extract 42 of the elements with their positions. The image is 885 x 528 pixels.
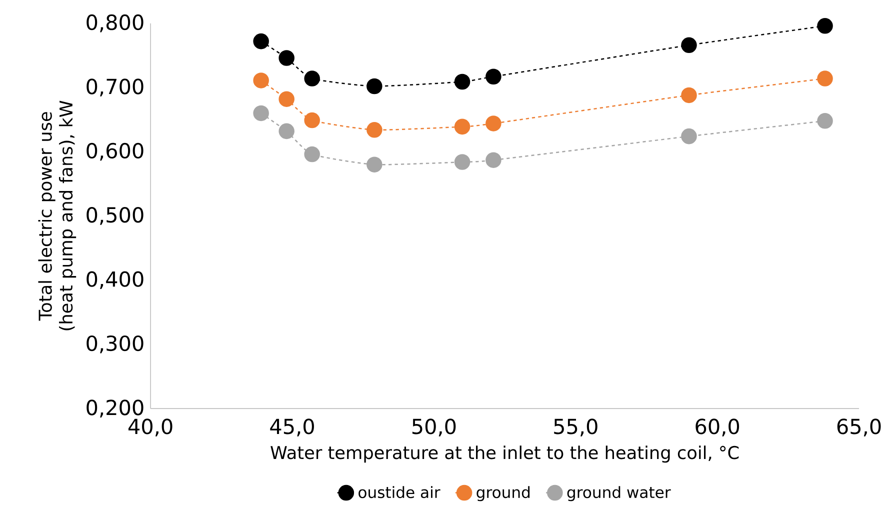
x-tick-label: 50,0	[412, 418, 456, 436]
point	[454, 118, 470, 135]
point	[817, 18, 833, 34]
point	[366, 156, 382, 172]
y-tick-label: 0,600	[86, 142, 144, 161]
point	[817, 70, 833, 86]
x-tick-label: 55,0	[554, 418, 598, 436]
y-axis-title: Total electric power use (heat pump and fans), kW	[38, 100, 76, 330]
y-tick-label: 0,500	[86, 206, 144, 225]
point	[454, 154, 470, 170]
x-tick-label: 45,0	[270, 418, 314, 436]
point	[486, 116, 502, 132]
legend-label: oustide air	[358, 486, 440, 498]
point	[278, 50, 294, 66]
point	[486, 152, 502, 168]
y-tick-label: 0,700	[86, 78, 144, 96]
point	[304, 70, 320, 86]
point	[278, 123, 294, 140]
point	[253, 72, 269, 88]
y-tick-label: 0,400	[86, 271, 144, 289]
point	[253, 33, 269, 50]
point	[681, 87, 697, 104]
point	[486, 68, 502, 84]
point	[304, 112, 320, 128]
point	[366, 122, 382, 138]
point	[817, 112, 833, 129]
legend-label: ground	[476, 486, 530, 502]
y-tick-label: 0,800	[86, 14, 144, 32]
point	[454, 74, 470, 90]
x-tick-label: 65,0	[837, 418, 881, 436]
y-tick-label: 0,200	[86, 400, 144, 418]
point	[366, 78, 382, 94]
x-tick-label: 40,0	[128, 418, 172, 436]
x-axis-title: Water temperature at the inlet to the heating coil, °C	[270, 446, 739, 463]
point	[278, 91, 294, 107]
point	[253, 105, 269, 122]
point	[304, 146, 320, 162]
point	[681, 128, 697, 144]
y-tick-label: 0,300	[86, 335, 144, 354]
x-tick-label: 60,0	[696, 418, 740, 436]
point	[681, 37, 697, 53]
legend-label: ground water	[567, 486, 671, 502]
